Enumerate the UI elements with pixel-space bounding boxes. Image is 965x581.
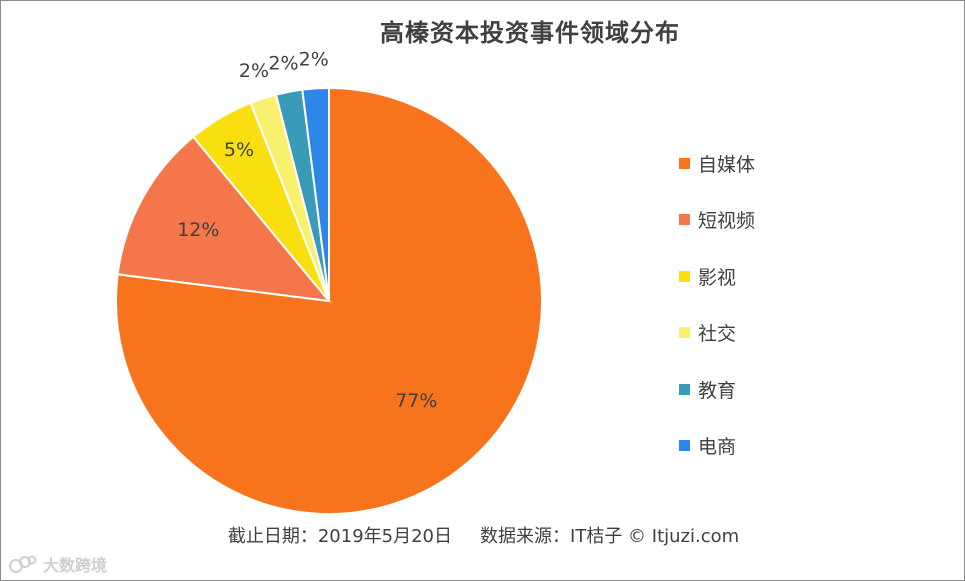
legend-item-shejiao: 社交 (679, 305, 755, 362)
watermark-text: 大数跨境 (43, 556, 108, 575)
slice-data-label: 12% (177, 219, 219, 241)
chart-legend: 自媒体 短视频 影视 社交 教育 电商 (679, 135, 755, 474)
legend-swatch (679, 327, 690, 339)
legend-swatch (679, 270, 690, 282)
legend-item-dianshang: 电商 (679, 418, 755, 475)
legend-label: 社交 (698, 323, 737, 346)
slice-data-label: 2% (268, 52, 298, 74)
legend-item-jiaoyu: 教育 (679, 361, 755, 418)
legend-swatch (679, 214, 690, 226)
watermark: 大数跨境 (9, 552, 107, 576)
legend-label: 教育 (698, 379, 737, 402)
legend-label: 短视频 (698, 210, 756, 233)
legend-label: 电商 (698, 436, 737, 459)
legend-item-yingshi: 影视 (679, 248, 755, 305)
slice-data-label: 2% (299, 49, 329, 71)
legend-label: 影视 (698, 266, 737, 289)
legend-swatch (679, 157, 690, 169)
chart-footer: 截止日期：2019年5月20日 数据来源：IT桔子 © Itjuzi.com (1, 522, 965, 548)
chart-title: 高榛资本投资事件领域分布 (380, 19, 680, 47)
pie-slice-1 (115, 86, 543, 515)
slice-data-label: 5% (224, 139, 254, 161)
slice-data-label: 2% (239, 60, 269, 82)
legend-item-zimeiti: 自媒体 (679, 135, 755, 192)
legend-item-duanshipin: 短视频 (679, 192, 755, 249)
pie-slice-2 (116, 135, 332, 303)
legend-swatch (679, 383, 690, 395)
pie-slice-6 (301, 86, 330, 302)
legend-swatch (679, 440, 690, 452)
data-source-text: 数据来源：IT桔子 © Itjuzi.com (480, 526, 740, 547)
slice-data-label: 77% (395, 390, 437, 412)
watermark-logo-icon (9, 555, 37, 573)
legend-label: 自媒体 (698, 153, 756, 176)
cutoff-date-text: 截止日期：2019年5月20日 (227, 526, 453, 547)
